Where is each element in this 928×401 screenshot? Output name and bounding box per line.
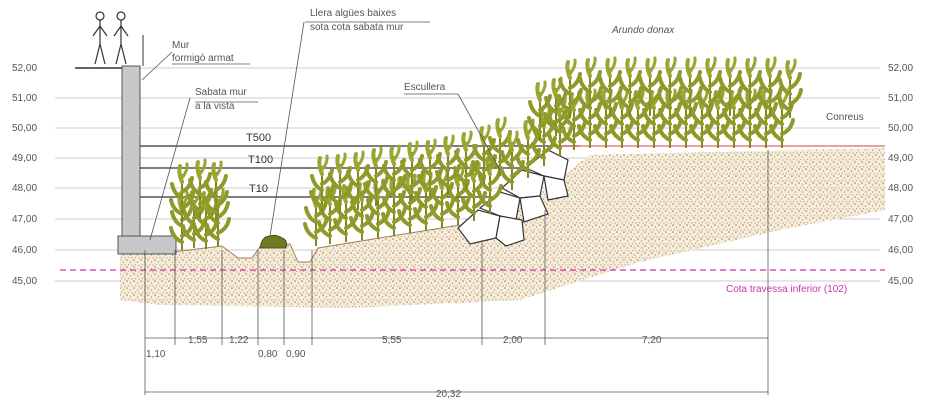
level-label: 46,00 — [888, 245, 913, 256]
flood-label-t100: T100 — [248, 154, 273, 166]
flood-label-t500: T500 — [246, 132, 271, 144]
dimension-label: 7,20 — [642, 335, 662, 346]
label-formigo: formigó armat — [172, 53, 234, 64]
level-label: 48,00 — [888, 183, 913, 194]
label-sabata-mur: Sabata mur — [195, 87, 247, 98]
label-mur: Mur — [172, 40, 190, 51]
level-label: 45,00 — [888, 276, 913, 287]
dimension-lines — [144, 150, 769, 395]
level-label: 47,00 — [12, 214, 37, 225]
dimension-label: 0,80 — [258, 349, 278, 360]
level-label: 50,00 — [888, 123, 913, 134]
level-label: 49,00 — [12, 153, 37, 164]
label-sota-cota: sota cota sabata mur — [310, 22, 404, 33]
escullera-rocks — [457, 149, 569, 247]
low-aquatic-vegetation — [259, 234, 287, 249]
label-a-la-vista: a la vista — [195, 101, 235, 112]
label-arundo: Arundo donax — [611, 25, 675, 36]
dimension-label: 1,55 — [188, 335, 208, 346]
concrete-wall — [117, 35, 177, 255]
flood-label-t10: T10 — [249, 183, 268, 195]
level-labels-left: 52,00 51,00 50,00 49,00 48,00 47,00 46,0… — [12, 63, 37, 287]
level-label: 48,00 — [12, 183, 37, 194]
dimension-label: 1,10 — [146, 349, 166, 360]
level-labels-right: 52,00 51,00 50,00 49,00 48,00 47,00 46,0… — [888, 63, 913, 287]
dimension-label: 2,00 — [503, 335, 523, 346]
label-cota-travessa: Cota travessa inferior (102) — [726, 284, 847, 295]
dimension-label: 20,32 — [436, 389, 461, 400]
level-label: 45,00 — [12, 276, 37, 287]
level-label: 47,00 — [888, 214, 913, 225]
level-label: 50,00 — [12, 123, 37, 134]
level-label: 52,00 — [12, 63, 37, 74]
dimension-label: 0,90 — [286, 349, 306, 360]
label-escullera: Escullera — [404, 82, 446, 93]
level-label: 49,00 — [888, 153, 913, 164]
level-label: 51,00 — [12, 93, 37, 104]
person-figures-icon — [92, 11, 129, 65]
dimension-label: 1,22 — [229, 335, 249, 346]
level-label: 52,00 — [888, 63, 913, 74]
label-llera: Llera algües baixes — [310, 8, 396, 19]
dimension-label: 5,55 — [382, 335, 402, 346]
label-conreus: Conreus — [826, 112, 864, 123]
level-label: 51,00 — [888, 93, 913, 104]
level-label: 46,00 — [12, 245, 37, 256]
